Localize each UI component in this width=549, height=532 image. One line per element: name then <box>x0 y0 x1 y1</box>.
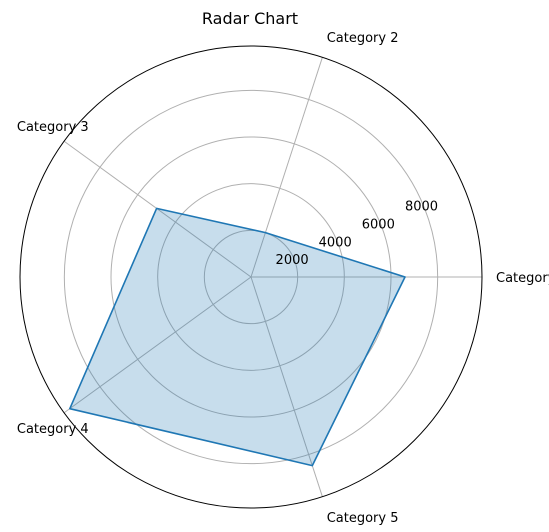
category-label-3: Category 3 <box>17 120 89 135</box>
category-label-1: Category 1 <box>496 271 549 286</box>
series-area-1 <box>69 208 406 466</box>
radial-tick-label: 4000 <box>319 235 352 250</box>
radial-tick-labels: 2000 4000 6000 8000 <box>276 200 438 269</box>
radar-frame <box>19 45 483 509</box>
category-label-4: Category 4 <box>17 422 89 437</box>
spoke-2 <box>250 57 323 278</box>
category-label-2: Category 2 <box>327 31 399 46</box>
chart-title: Radar Chart <box>202 9 298 28</box>
series-line-1 <box>69 207 406 467</box>
radial-tick-label: 2000 <box>276 253 309 268</box>
radial-tick-label: 8000 <box>405 200 438 215</box>
category-labels: Category 1 Category 2 Category 3 Category 4… <box>17 31 549 526</box>
spoke-5 <box>250 276 323 497</box>
radial-tick-label: 6000 <box>362 217 395 232</box>
category-label-5: Category 5 <box>327 511 399 526</box>
spoke-4 <box>63 276 252 414</box>
series-layer <box>69 207 406 467</box>
